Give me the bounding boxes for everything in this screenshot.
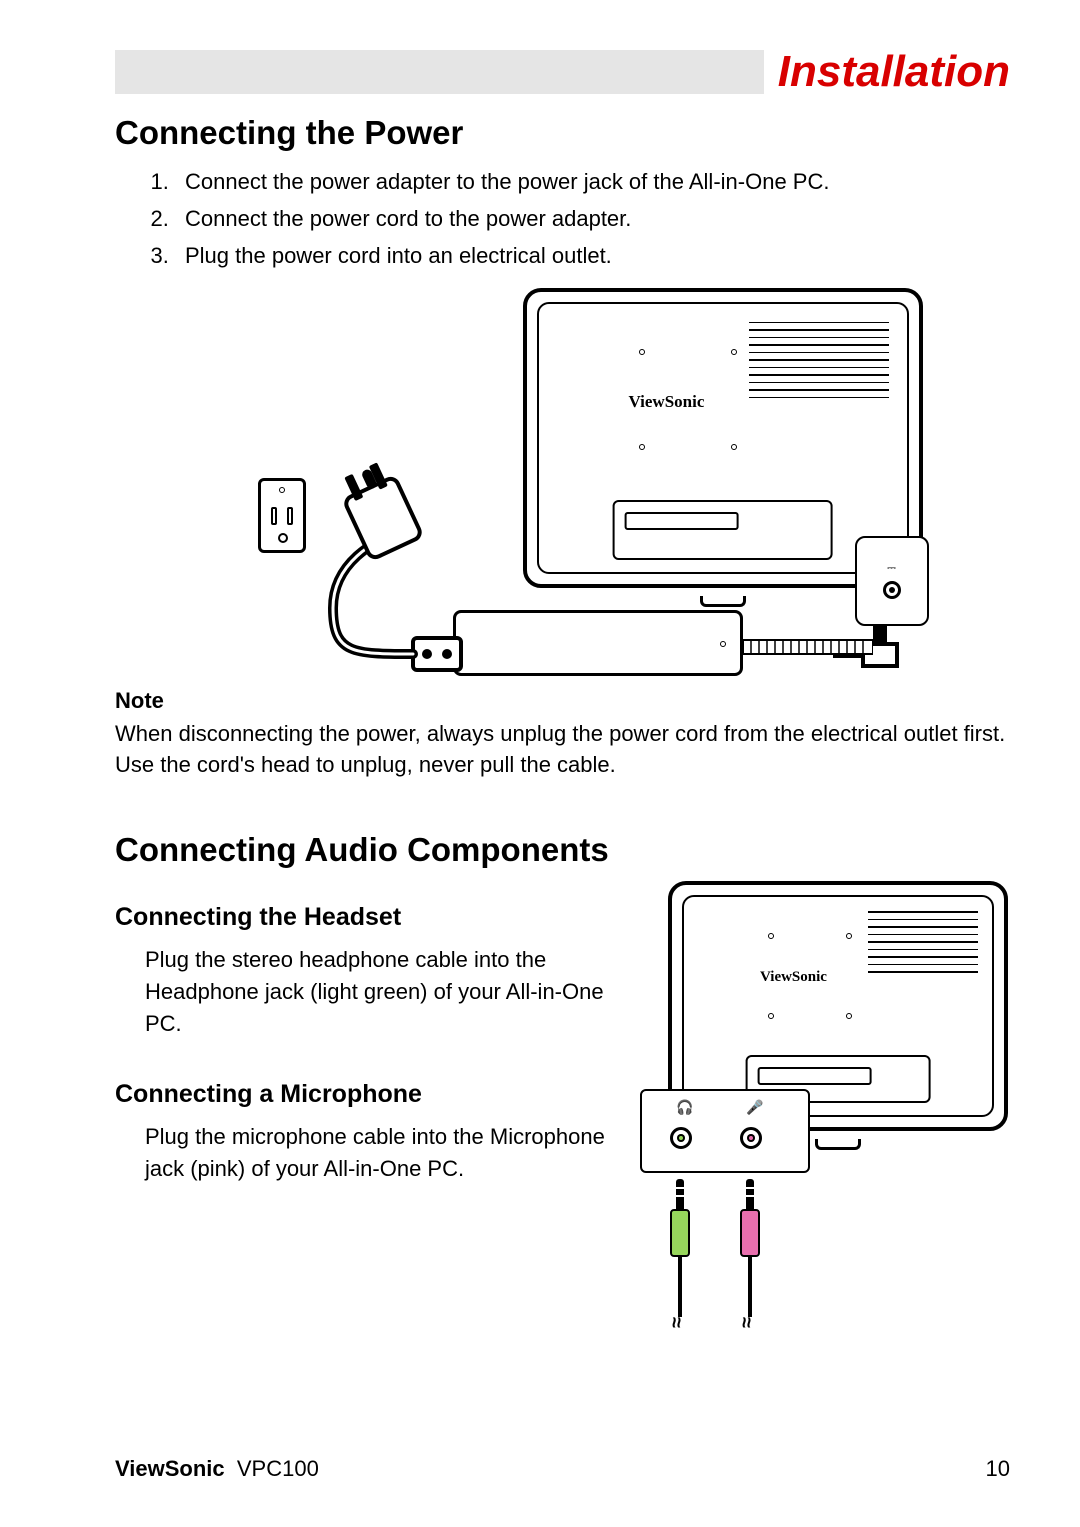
power-connection-diagram: ViewSonic ⎓: [203, 288, 923, 678]
cable-continues-icon: ≈: [664, 1317, 687, 1328]
page-number: 10: [986, 1456, 1010, 1482]
headphone-icon: 🎧: [676, 1099, 693, 1116]
audio-connection-diagram: ViewSonic 🎧 🎤: [640, 881, 1010, 1311]
microphone-plug-icon: [740, 1179, 760, 1317]
microphone-text: Plug the microphone cable into the Micro…: [115, 1121, 620, 1185]
heading-power: Connecting the Power: [115, 114, 1010, 152]
note-label: Note: [115, 688, 1010, 714]
power-step: Connect the power adapter to the power j…: [175, 164, 1010, 199]
microphone-icon: 🎤: [746, 1099, 763, 1116]
footer-model: VPC100: [237, 1456, 319, 1481]
page-footer: ViewSonic VPC100 10: [115, 1456, 1010, 1482]
brand-label: ViewSonic: [760, 969, 827, 986]
headphone-plug-icon: [670, 1179, 690, 1317]
note-text: When disconnecting the power, always unp…: [115, 718, 1010, 782]
microphone-port: [740, 1127, 762, 1149]
power-step: Plug the power cord into an electrical o…: [175, 238, 1010, 273]
page-title: Installation: [764, 50, 1010, 94]
heading-audio: Connecting Audio Components: [115, 831, 1010, 869]
footer-brand: ViewSonic: [115, 1456, 225, 1481]
section-header-bar: Installation: [115, 50, 1010, 94]
heading-microphone: Connecting a Microphone: [115, 1080, 620, 1109]
brand-label: ViewSonic: [629, 392, 705, 412]
dc-jack-callout: ⎓: [855, 536, 929, 626]
cable-segment-icon: [743, 634, 873, 664]
cable-continues-icon: ≈: [734, 1317, 757, 1328]
stand-icon: [553, 584, 893, 596]
power-adapter-icon: [453, 610, 743, 676]
headset-text: Plug the stereo headphone cable into the…: [115, 944, 620, 1040]
power-step: Connect the power cord to the power adap…: [175, 201, 1010, 236]
wall-outlet-icon: [258, 478, 306, 553]
heading-headset: Connecting the Headset: [115, 903, 620, 932]
dc-jack-icon: [883, 581, 901, 599]
audio-jack-callout: 🎧 🎤: [640, 1089, 810, 1173]
io-panel-icon: [612, 500, 833, 560]
vent-icon: [749, 322, 889, 412]
vent-icon: [868, 911, 978, 985]
power-steps-list: Connect the power adapter to the power j…: [115, 164, 1010, 274]
headphone-port: [670, 1127, 692, 1149]
